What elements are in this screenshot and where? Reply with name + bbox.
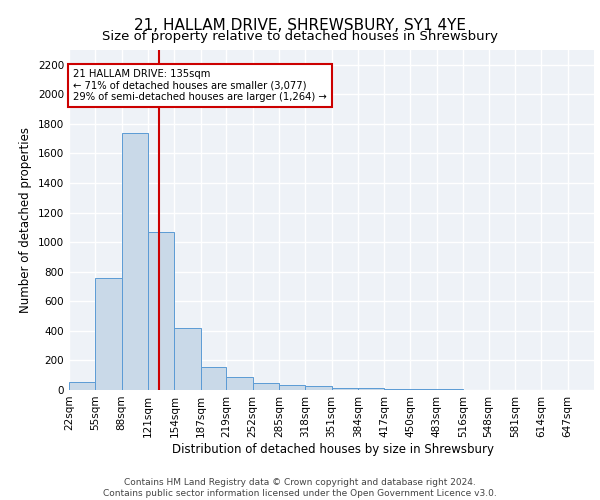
Bar — [279, 385, 305, 390]
Bar — [226, 378, 253, 390]
Text: 21 HALLAM DRIVE: 135sqm
← 71% of detached houses are smaller (3,077)
29% of semi: 21 HALLAM DRIVE: 135sqm ← 71% of detache… — [73, 69, 327, 102]
Bar — [305, 386, 331, 390]
Bar — [95, 278, 122, 390]
Bar — [175, 328, 200, 390]
Bar — [148, 232, 175, 390]
Text: Distribution of detached houses by size in Shrewsbury: Distribution of detached houses by size … — [172, 442, 494, 456]
Text: Size of property relative to detached houses in Shrewsbury: Size of property relative to detached ho… — [102, 30, 498, 43]
Bar — [122, 133, 148, 390]
Bar — [384, 389, 410, 390]
Text: 21, HALLAM DRIVE, SHREWSBURY, SY1 4YE: 21, HALLAM DRIVE, SHREWSBURY, SY1 4YE — [134, 18, 466, 32]
Bar — [69, 382, 95, 390]
Bar — [331, 388, 358, 390]
Bar — [358, 388, 384, 390]
Bar — [200, 367, 226, 390]
Bar — [253, 384, 279, 390]
Y-axis label: Number of detached properties: Number of detached properties — [19, 127, 32, 313]
Text: Contains HM Land Registry data © Crown copyright and database right 2024.
Contai: Contains HM Land Registry data © Crown c… — [103, 478, 497, 498]
